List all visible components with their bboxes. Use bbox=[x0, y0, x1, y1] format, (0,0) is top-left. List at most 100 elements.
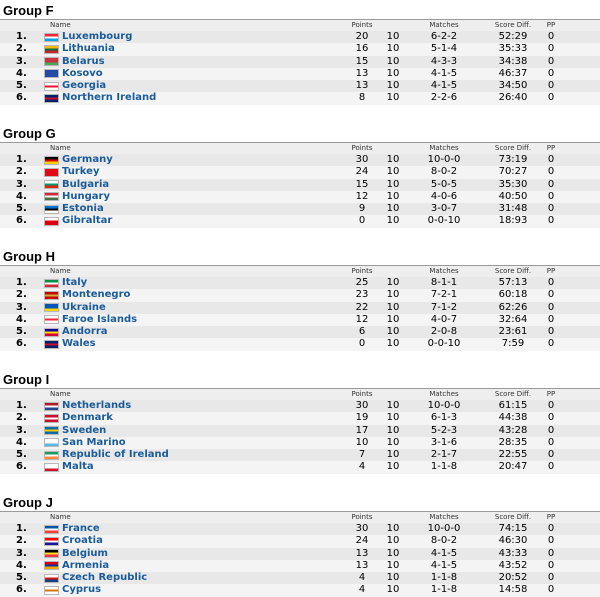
flag-icon bbox=[44, 191, 60, 203]
team-link[interactable]: Sweden bbox=[62, 424, 107, 436]
team-link[interactable]: Italy bbox=[62, 277, 88, 288]
team-link[interactable]: Montenegro bbox=[62, 289, 131, 301]
rank: 6. bbox=[16, 338, 27, 350]
flag-icon bbox=[44, 572, 60, 584]
header-name: Name bbox=[50, 21, 71, 29]
team-link[interactable]: Belgium bbox=[62, 547, 108, 559]
team-link[interactable]: San Marino bbox=[62, 436, 126, 448]
team-link[interactable]: Bulgaria bbox=[62, 178, 110, 190]
flag-icon bbox=[44, 326, 60, 338]
played: 10 bbox=[386, 412, 400, 424]
score-diff: 46:30 bbox=[498, 535, 528, 547]
table-row: 5. Republic of Ireland 7 10 2-1-7 22:55 0 bbox=[0, 449, 600, 462]
flag-icon bbox=[44, 289, 60, 301]
played: 10 bbox=[386, 547, 400, 559]
score-diff: 14:58 bbox=[498, 584, 528, 596]
header-score-diff: Score Diff. bbox=[494, 390, 532, 398]
points: 24 bbox=[355, 166, 369, 178]
header-matches: Matches bbox=[429, 390, 459, 398]
header-points: Points bbox=[351, 267, 373, 275]
team-link[interactable]: Kosovo bbox=[62, 67, 103, 79]
points: 13 bbox=[355, 67, 369, 79]
team-link[interactable]: France bbox=[62, 523, 100, 534]
rank: 2. bbox=[16, 412, 27, 424]
pp: 0 bbox=[547, 523, 555, 534]
team-link[interactable]: Andorra bbox=[62, 326, 108, 338]
flag-icon bbox=[44, 412, 60, 424]
team-link[interactable]: Northern Ireland bbox=[62, 92, 157, 104]
score-diff: 62:26 bbox=[498, 301, 528, 313]
score-diff: 7:59 bbox=[501, 338, 525, 350]
group-title: Group I bbox=[3, 372, 50, 387]
team-link[interactable]: Faroe Islands bbox=[62, 313, 138, 325]
table-row: 4. Kosovo 13 10 4-1-5 46:37 0 bbox=[0, 67, 600, 81]
rank: 2. bbox=[16, 535, 27, 547]
header-name: Name bbox=[50, 267, 71, 275]
team-name-cell: Ukraine bbox=[62, 302, 106, 314]
matches-record: 1-1-8 bbox=[430, 572, 458, 584]
team-name-cell: France bbox=[62, 523, 100, 535]
team-link[interactable]: Estonia bbox=[62, 203, 104, 215]
pp: 0 bbox=[547, 326, 555, 338]
rank: 5. bbox=[16, 572, 27, 584]
rank: 6. bbox=[16, 461, 27, 473]
team-link[interactable]: Georgia bbox=[62, 80, 107, 92]
header-matches: Matches bbox=[429, 267, 459, 275]
table-row: 3. Sweden 17 10 5-2-3 43:28 0 bbox=[0, 424, 600, 437]
header-name: Name bbox=[50, 144, 71, 152]
flag-icon bbox=[44, 449, 60, 461]
table-row: 1. Luxembourg 20 10 6-2-2 52:29 0 bbox=[0, 31, 600, 44]
rank: 2. bbox=[16, 43, 27, 55]
team-name-cell: Turkey bbox=[62, 166, 99, 178]
points: 13 bbox=[355, 559, 369, 571]
points: 4 bbox=[358, 572, 366, 584]
pp: 0 bbox=[547, 203, 555, 215]
table-row: 5. Andorra 6 10 2-0-8 23:61 0 bbox=[0, 326, 600, 339]
points: 13 bbox=[355, 547, 369, 559]
matches-record: 1-1-8 bbox=[430, 584, 458, 596]
team-link[interactable]: Gibraltar bbox=[62, 215, 113, 227]
score-diff: 43:52 bbox=[498, 559, 528, 571]
team-link[interactable]: Netherlands bbox=[62, 400, 132, 411]
team-link[interactable]: Croatia bbox=[62, 535, 103, 547]
team-name-cell: Faroe Islands bbox=[62, 314, 137, 326]
team-link[interactable]: Hungary bbox=[62, 190, 110, 202]
points: 15 bbox=[355, 55, 369, 67]
table-row: 6. Gibraltar 0 10 0-0-10 18:93 0 bbox=[0, 215, 600, 228]
team-link[interactable]: Armenia bbox=[62, 559, 110, 571]
points: 16 bbox=[355, 43, 369, 55]
team-name-cell: Armenia bbox=[62, 560, 109, 572]
team-link[interactable]: Germany bbox=[62, 154, 113, 165]
points: 6 bbox=[358, 326, 366, 338]
header-score-diff: Score Diff. bbox=[494, 21, 532, 29]
points: 30 bbox=[355, 400, 369, 411]
team-link[interactable]: Luxembourg bbox=[62, 31, 133, 42]
team-link[interactable]: Republic of Ireland bbox=[62, 449, 169, 461]
flag-icon bbox=[44, 535, 60, 547]
team-name-cell: Wales bbox=[62, 338, 96, 350]
team-name-cell: Cyprus bbox=[62, 584, 101, 596]
table-row: 3. Belgium 13 10 4-1-5 43:33 0 bbox=[0, 547, 600, 560]
points: 7 bbox=[358, 449, 366, 461]
flag-icon bbox=[44, 425, 60, 437]
points: 0 bbox=[358, 338, 366, 350]
team-link[interactable]: Belarus bbox=[62, 55, 105, 67]
matches-record: 2-2-6 bbox=[430, 92, 458, 104]
team-link[interactable]: Malta bbox=[62, 461, 94, 473]
team-name-cell: Gibraltar bbox=[62, 215, 112, 227]
team-link[interactable]: Wales bbox=[62, 338, 96, 350]
pp: 0 bbox=[547, 461, 555, 473]
team-link[interactable]: Lithuania bbox=[62, 43, 115, 55]
points: 22 bbox=[355, 301, 369, 313]
played: 10 bbox=[386, 178, 400, 190]
points: 17 bbox=[355, 424, 369, 436]
team-link[interactable]: Czech Republic bbox=[62, 572, 148, 584]
played: 10 bbox=[386, 584, 400, 596]
team-link[interactable]: Denmark bbox=[62, 412, 113, 424]
team-name-cell: Kosovo bbox=[62, 68, 103, 80]
header-score-diff: Score Diff. bbox=[494, 513, 532, 521]
played: 10 bbox=[386, 400, 400, 411]
team-link[interactable]: Turkey bbox=[62, 166, 100, 178]
team-link[interactable]: Ukraine bbox=[62, 301, 106, 313]
rank: 4. bbox=[16, 190, 27, 202]
